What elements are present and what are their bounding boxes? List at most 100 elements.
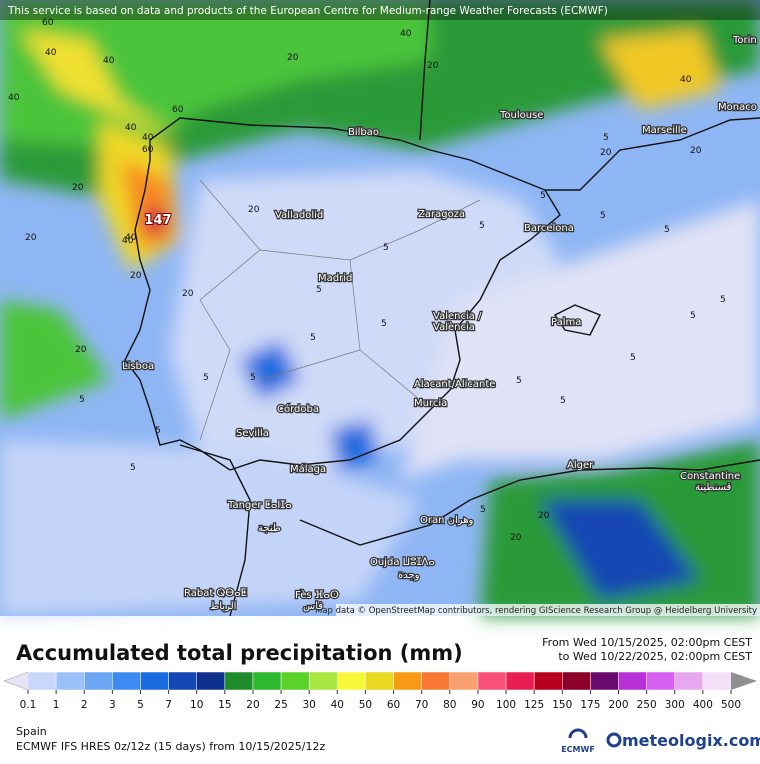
- contour-label: 20: [72, 183, 84, 193]
- colorbar-box: [168, 671, 197, 691]
- city-label: Madrid: [318, 273, 352, 284]
- city-label: Bilbao: [348, 127, 379, 138]
- contour-label: 20: [248, 205, 260, 215]
- city-label: الرباط: [210, 601, 236, 612]
- contour-label: 20: [600, 148, 612, 158]
- contour-label: 20: [287, 53, 299, 63]
- contour-label: 5: [720, 295, 726, 305]
- colorbar-box: [140, 671, 169, 691]
- city-label: وجدة: [398, 570, 420, 581]
- city-label: Alacant/Alicante: [414, 379, 495, 390]
- colorbar-arrow: [3, 671, 29, 691]
- tick-label: 80: [443, 699, 456, 711]
- contour-label: 5: [316, 285, 322, 295]
- colorbar-arrow: [731, 672, 757, 690]
- map: This service is based on data and produc…: [0, 0, 760, 617]
- attribution: Map data © OpenStreetMap contributors, r…: [315, 606, 757, 616]
- city-label: Zaragoza: [418, 209, 465, 220]
- contour-label: 5: [560, 396, 566, 406]
- colorbar-box: [562, 671, 591, 691]
- tick-label: 1: [53, 699, 60, 711]
- contour-label: 5: [690, 311, 696, 321]
- max-label: 147: [144, 213, 171, 228]
- date-to: to Wed 10/22/2025, 02:00pm CEST: [558, 650, 752, 663]
- contour-label: 40: [680, 75, 692, 85]
- contour-label: 5: [479, 221, 485, 231]
- tick-label: 100: [496, 699, 516, 711]
- legend: Accumulated total precipitation (mm) Fro…: [3, 636, 757, 711]
- city-label: قسنطينة: [695, 482, 732, 493]
- city-label: Tanger ⵟⴰⵏⵊⴰ: [227, 500, 292, 511]
- colorbar-box: [83, 671, 113, 691]
- city-label: Oran وهران: [420, 515, 474, 526]
- colorbar-box: [421, 671, 451, 691]
- tick-label: 3: [109, 699, 116, 711]
- date-from: From Wed 10/15/2025, 02:00pm CEST: [542, 636, 752, 649]
- contour-label: 20: [182, 289, 194, 299]
- contour-label: 40: [125, 123, 137, 133]
- contour-label: 20: [25, 233, 37, 243]
- region: Spain: [16, 725, 47, 738]
- city-label: Marseille: [642, 125, 687, 136]
- contour-label: 20: [427, 61, 439, 71]
- city-label: València: [433, 321, 475, 333]
- city-label: Sevilla: [236, 428, 269, 439]
- colorbar-box: [618, 671, 647, 691]
- city-label: Córdoba: [277, 403, 319, 415]
- city-label: Fès ⴼⴰⵙ: [295, 589, 339, 601]
- contour-label: 40: [125, 233, 137, 243]
- city-label: Barcelona: [524, 223, 574, 234]
- contour-label: 5: [250, 373, 256, 383]
- tick-label: 500: [721, 699, 741, 711]
- colorbar-box: [252, 671, 282, 691]
- contour-label: 20: [75, 345, 87, 355]
- notice: This service is based on data and produc…: [7, 5, 608, 17]
- colorbar-box: [337, 671, 366, 691]
- tick-label: 125: [524, 699, 544, 711]
- contour-label: 5: [630, 353, 636, 363]
- colorbar-box: [533, 671, 563, 691]
- contour-label: 5: [603, 133, 609, 143]
- colorbar-box: [674, 671, 704, 691]
- tick-label: 60: [387, 699, 400, 711]
- city-label: Toulouse: [499, 110, 543, 121]
- contour-label: 5: [155, 426, 161, 436]
- contour-label: 20: [510, 533, 522, 543]
- model-info: ECMWF IFS HRES 0z/12z (15 days) from 10/…: [16, 740, 326, 753]
- legend-title: Accumulated total precipitation (mm): [16, 641, 463, 665]
- contour-label: 5: [600, 211, 606, 221]
- tick-label: 2: [81, 699, 88, 711]
- city-label: Oujda ⵡⵓⵊⴷⴰ: [370, 557, 435, 568]
- city-label: Alger: [567, 460, 594, 471]
- tick-label: 70: [415, 699, 428, 711]
- tick-label: 250: [637, 699, 657, 711]
- contour-label: 60: [142, 145, 154, 155]
- city-label: Málaga: [290, 463, 326, 475]
- tick-label: 30: [303, 699, 316, 711]
- tick-label: 25: [274, 699, 287, 711]
- colorbar-box: [590, 671, 619, 691]
- contour-label: 40: [45, 48, 57, 58]
- city-label: Torin: [732, 35, 757, 46]
- colorbar-box: [477, 671, 507, 691]
- contour-label: 20: [690, 146, 702, 156]
- contour-label: 40: [8, 93, 20, 103]
- colorbar-box: [308, 671, 338, 691]
- tick-label: 200: [608, 699, 628, 711]
- contour-label: 5: [383, 243, 389, 253]
- colorbar-box: [702, 671, 732, 691]
- brand[interactable]: meteologix.com: [622, 731, 760, 750]
- contour-label: 20: [130, 271, 142, 281]
- tick-label: 20: [246, 699, 259, 711]
- contour-label: 5: [381, 319, 387, 329]
- contour-label: 60: [42, 18, 54, 28]
- tick-label: 400: [693, 699, 713, 711]
- colorbar-box: [393, 671, 422, 691]
- city-label: Lisboa: [122, 361, 154, 372]
- tick-label: 7: [165, 699, 172, 711]
- contour-label: 20: [538, 511, 550, 521]
- contour-label: 5: [79, 395, 85, 405]
- city-label: فاس: [303, 601, 323, 612]
- tick-label: 15: [218, 699, 231, 711]
